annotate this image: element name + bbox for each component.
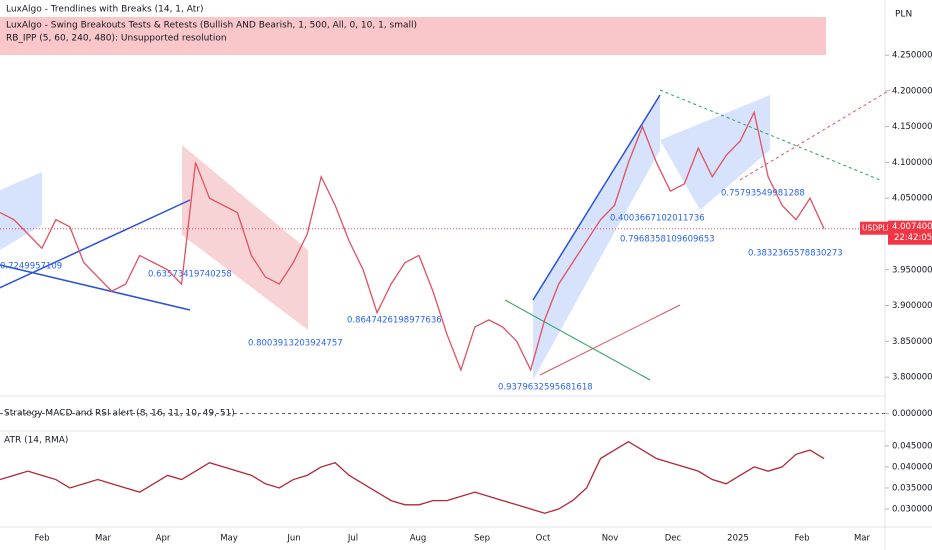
x-tick-label: 2025 [727,534,749,544]
last-price: 4.007400 [892,222,932,232]
y-tick-label: 3.950000 [892,265,932,275]
price-box [888,220,932,245]
y-tick-label: 3.900000 [892,301,932,311]
annotation: 0.3832365578830273 [748,249,843,259]
y-tick-label: 0.040000 [892,462,932,472]
y-tick-label: 0.045000 [892,441,932,451]
pane-title: ATR (14, RMA) [4,436,68,446]
channel [533,95,660,380]
pane-title: Strategy MACD and RSI alert (8, 16, 11, … [4,409,235,419]
indicator-label: LuxAlgo - Swing Breakouts Tests & Retest… [6,21,417,31]
annotation: 0.4003667102011736 [610,214,705,224]
y-tick-label: 4.250000 [892,51,932,61]
symbol: USDPLN [862,224,892,233]
trendline [659,89,881,181]
y-tick-label: 4.100000 [892,158,932,168]
countdown: 22:42:05 [894,233,932,243]
y-tick-label: 4.200000 [892,86,932,96]
x-tick-label: Aug [410,534,427,544]
annotation: 0.8647426198977636 [347,316,442,326]
x-tick-label: Feb [794,534,809,544]
legend-bg [0,17,826,55]
x-tick-label: Oct [536,534,551,544]
trendline [532,94,661,301]
x-tick-label: Jul [347,534,358,544]
indicator-label: LuxAlgo - Trendlines with Breaks (14, 1,… [6,5,203,15]
annotation: 0.75793549981288 [721,189,805,199]
y-tick-label: 4.150000 [892,122,932,132]
trendline [504,299,651,381]
annotation: 0.7249957109 [0,262,62,272]
currency: PLN [895,10,912,20]
trendline [0,264,191,311]
annotation: 0.9379632595681618 [498,383,593,393]
trendline [0,199,191,289]
y-tick-label: 0.030000 [892,505,932,515]
channel [0,172,42,250]
x-tick-label: Dec [665,534,682,544]
x-tick-label: Apr [156,534,171,544]
trendline [539,304,681,376]
indicator-label: RB_IPP (5, 60, 240, 480): Unsupported re… [6,34,227,44]
annotation: 0.8003913203924757 [248,339,343,349]
trendline [739,89,891,181]
y-tick-label: 0.000000 [892,409,932,419]
channel [660,95,770,210]
price-line [0,110,825,372]
symbol-box [860,221,888,235]
x-tick-label: Jun [286,534,300,544]
price-line [0,440,825,514]
y-tick-label: 3.850000 [892,337,932,347]
annotation: 0.7968358109609653 [620,235,715,245]
x-tick-label: Mar [95,534,112,544]
x-tick-label: Mar [854,534,871,544]
x-tick-label: Nov [602,534,619,544]
x-tick-label: Sep [474,534,490,544]
y-tick-label: 4.050000 [892,194,932,204]
x-tick-label: Feb [34,534,49,544]
y-tick-label: 0.035000 [892,483,932,493]
annotation: 0.63573419740258 [148,270,232,280]
y-tick-label: 3.800000 [892,373,932,383]
x-tick-label: May [220,534,238,544]
